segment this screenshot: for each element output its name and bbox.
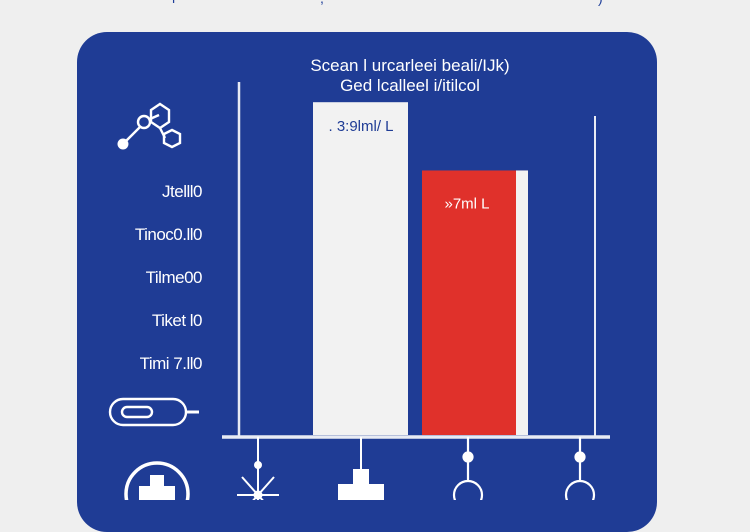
bar xyxy=(422,170,528,435)
plus-circle-icon xyxy=(124,461,190,500)
bar-value-label: . 3:9lml/ L xyxy=(328,118,393,135)
chart-axes xyxy=(222,82,610,439)
bar xyxy=(313,102,408,435)
circle-tick-icon xyxy=(452,437,484,500)
header-fragment: ) xyxy=(598,0,603,6)
y-label: Timi 7.ll0 xyxy=(139,354,203,373)
header-fragment: , xyxy=(320,0,324,6)
molecule-icon xyxy=(117,102,182,150)
header-fragment: r xyxy=(172,0,177,6)
capsule-icon xyxy=(108,397,199,427)
chart-title-block: Scean l urcarleei beali/IJk) Ged lcallee… xyxy=(265,56,555,96)
bar-value-label: »7ml L xyxy=(444,195,489,212)
chart-title: Scean l urcarleei beali/IJk) xyxy=(310,56,510,75)
bar-edge xyxy=(516,170,528,435)
node-star-icon xyxy=(237,437,279,500)
chart-panel: Scean l urcarleei beali/IJk) Ged lcallee… xyxy=(77,32,657,532)
chart-subtitle: Ged lcalleel i/itilcol xyxy=(340,76,480,95)
y-label: Tilme00 xyxy=(145,268,203,287)
cross-tick-icon xyxy=(338,437,384,500)
y-label: Tiket l0 xyxy=(151,311,203,330)
y-label: Tinoc0.ll0 xyxy=(134,225,203,244)
y-label: Jtelll0 xyxy=(162,182,202,201)
bar-chart: . 3:9lml/ L »7ml L xyxy=(108,82,610,500)
circle-tick-icon xyxy=(564,437,596,500)
cropped-header-text: r , ) xyxy=(0,0,750,8)
